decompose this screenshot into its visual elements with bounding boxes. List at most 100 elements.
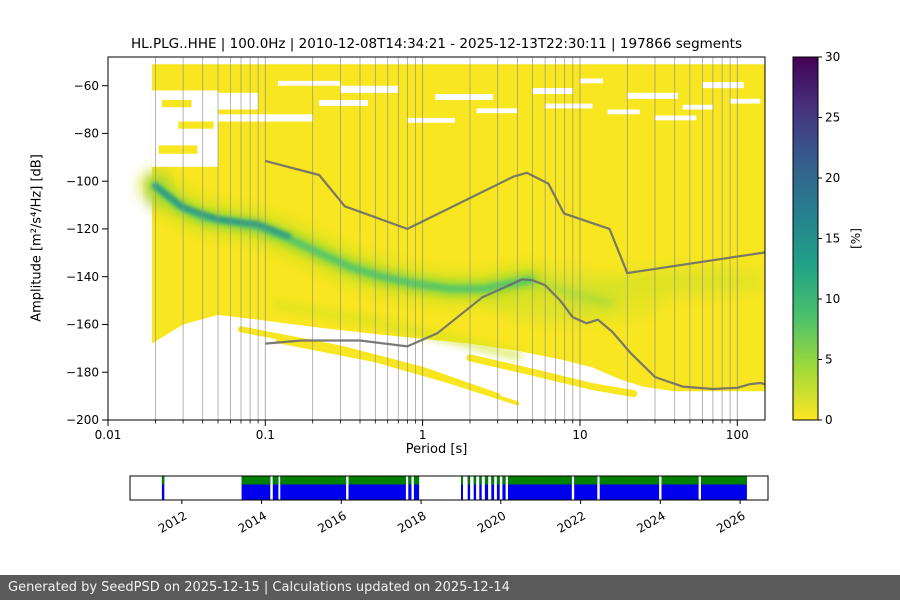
sparse-gap <box>682 104 713 110</box>
coverage-segment <box>413 476 420 500</box>
x-tick-label: 1 <box>419 428 427 442</box>
psd-lower-band <box>466 354 638 398</box>
colorbar-tick-label: 15 <box>825 232 840 246</box>
coverage-segment-top <box>701 476 747 485</box>
coverage-segment-top <box>241 476 271 485</box>
year-tick-label: 2016 <box>315 508 348 535</box>
coverage-segment <box>484 476 489 500</box>
year-tick-label: 2014 <box>236 508 269 535</box>
coverage-segment-top <box>473 476 477 485</box>
timeline-border <box>129 475 769 501</box>
year-tick-label: 2020 <box>475 508 508 535</box>
coverage-segment-top <box>348 476 406 485</box>
year-tick-label: 2026 <box>714 508 747 535</box>
year-tick-label: 2018 <box>395 508 428 535</box>
sparse-gap <box>319 100 369 106</box>
coverage-segment-top <box>484 476 489 485</box>
sparse-gap <box>340 85 399 93</box>
colorbar-tick-label: 20 <box>825 171 840 185</box>
colorbar-gradient <box>793 57 818 420</box>
coverage-segment-top <box>161 476 165 485</box>
colorbar: 0 5 10 15 20 25 30 [%] <box>792 50 863 427</box>
status-bar: Generated by SeedPSD on 2025-12-15 | Cal… <box>0 575 900 600</box>
sparse-gap <box>476 108 518 114</box>
coverage-segment <box>502 476 506 500</box>
coverage-segment-top <box>574 476 598 485</box>
nlnm-line <box>265 278 765 391</box>
colorbar-tick-label: 0 <box>825 413 833 427</box>
colorbar-tick-label: 30 <box>825 50 840 64</box>
y-tick-label: −100 <box>66 174 99 188</box>
sparse-gap <box>218 92 259 110</box>
x-tick-label: 10 <box>572 428 587 442</box>
x-tick-label: 0.01 <box>95 428 122 442</box>
sparse-gap <box>532 88 573 94</box>
coverage-segment-top <box>491 476 495 485</box>
sparse-gap <box>407 117 455 123</box>
noise-model-lines <box>265 159 765 391</box>
coverage-segment-top <box>461 476 463 485</box>
coverage-segment-top <box>413 476 420 485</box>
coverage-segment-top <box>661 476 699 485</box>
x-axis-label: Period [s] <box>405 442 468 457</box>
psd-lower-band <box>275 339 520 406</box>
colorbar-unit-label: [%] <box>849 228 863 249</box>
coverage-segment-top <box>408 476 412 485</box>
coverage-segment-top <box>508 476 572 485</box>
sparse-gap <box>730 98 761 104</box>
y-tick-label: −160 <box>66 318 99 332</box>
psd-streak <box>178 121 214 129</box>
coverage-segment-top <box>272 476 279 485</box>
coverage-segment-top <box>280 476 347 485</box>
coverage-timeline: 2012 2014 2016 2018 2020 2022 2024 2026 <box>129 475 769 536</box>
plot-axes: 0.01 0.1 1 10 100 −200 −180 −160 −140 −120 −100 −80… <box>66 56 766 442</box>
coverage-segment-top <box>599 476 660 485</box>
y-axis-label: Amplitude [m²/s⁴/Hz] [dB] <box>29 154 45 322</box>
y-tick-label: −180 <box>66 365 99 379</box>
sparse-gap <box>627 92 678 99</box>
sparse-gap <box>655 115 697 121</box>
y-tick-label: −120 <box>66 222 99 236</box>
green-sub-band <box>272 300 523 361</box>
y-tick-label: −140 <box>66 270 99 284</box>
ppsd-heatmap <box>140 64 765 406</box>
year-tick-label: 2024 <box>634 508 667 535</box>
coverage-segment <box>479 476 482 500</box>
year-tick-label: 2012 <box>156 508 189 535</box>
coverage-segment <box>491 476 495 500</box>
coverage-segment <box>461 476 463 500</box>
coverage-segment <box>496 476 500 500</box>
coverage-segment <box>408 476 412 500</box>
x-tick-label: 0.1 <box>256 428 275 442</box>
green-density-blob <box>611 266 765 297</box>
plot-title: HL.PLG..HHE | 100.0Hz | 2010-12-08T14:34… <box>131 36 742 52</box>
coverage-segment-top <box>479 476 482 485</box>
nhnm-line <box>265 159 765 275</box>
sparse-gap <box>580 78 603 84</box>
sparse-gap <box>607 109 640 115</box>
colorbar-tick-label: 10 <box>825 292 840 306</box>
coverage-segment-top <box>467 476 471 485</box>
colorbar-tick-label: 5 <box>825 353 833 367</box>
y-tick-label: −80 <box>74 127 99 141</box>
psd-streak <box>158 145 198 154</box>
sparse-gap <box>435 94 493 100</box>
sparse-gap <box>277 80 341 86</box>
coverage-segment <box>473 476 477 500</box>
psd-streak <box>161 100 192 108</box>
coverage-segment <box>161 476 165 500</box>
coverage-segment-top <box>496 476 500 485</box>
y-tick-label: −200 <box>66 413 99 427</box>
y-tick-label: −60 <box>74 79 99 93</box>
sparse-gap <box>545 103 593 109</box>
grid-lines <box>108 57 738 420</box>
coverage-segment <box>467 476 471 500</box>
year-tick-label: 2022 <box>555 508 588 535</box>
sparse-gap <box>702 82 744 89</box>
coverage-segment <box>272 476 279 500</box>
coverage-segment-top <box>502 476 506 485</box>
colorbar-tick-label: 25 <box>825 111 840 125</box>
x-tick-label: 100 <box>726 428 749 442</box>
